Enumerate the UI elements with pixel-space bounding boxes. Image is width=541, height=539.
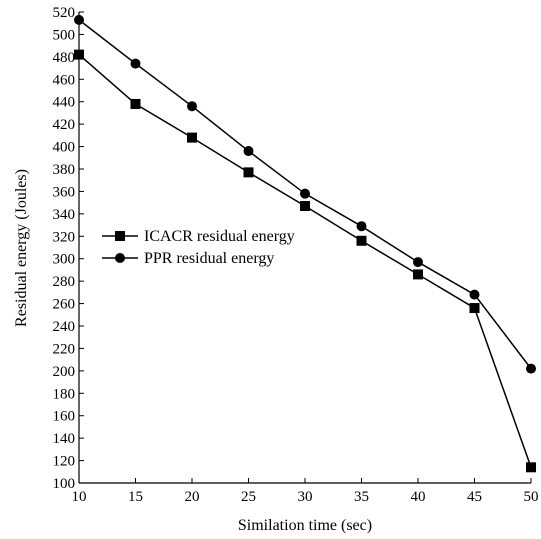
data-point-ppr: [74, 14, 84, 25]
x-tick-label: 35: [354, 489, 369, 505]
x-tick-label: 40: [411, 489, 426, 505]
data-point-icacr: [469, 303, 480, 314]
data-point-icacr: [413, 269, 423, 280]
data-point-ppr: [413, 257, 423, 268]
x-tick-label: 30: [298, 489, 313, 505]
data-point-icacr: [356, 235, 367, 246]
data-point-ppr: [187, 101, 197, 112]
y-tick-label: 300: [53, 252, 76, 268]
y-tick-label: 140: [53, 431, 76, 447]
legend: ICACR residual energy PPR residual energ…: [102, 228, 295, 267]
legend-marker-square: [115, 231, 125, 241]
data-point-ppr: [243, 146, 254, 157]
y-tick-label: 460: [53, 72, 76, 88]
y-tick-label: 440: [53, 95, 76, 111]
y-tick-label: 220: [53, 341, 76, 357]
y-tick-label: 260: [53, 297, 76, 313]
y-tick-label: 380: [53, 162, 76, 178]
y-tick-label: 280: [53, 274, 76, 290]
y-tick-label: 520: [53, 5, 76, 21]
y-tick-label: 200: [53, 364, 76, 380]
data-point-icacr: [187, 132, 197, 143]
x-tick-label: 50: [524, 489, 539, 505]
data-point-icacr: [526, 462, 536, 473]
legend-label-ppr: PPR residual energy: [144, 250, 274, 267]
x-tick-label: 45: [467, 489, 482, 505]
y-tick-label: 100: [53, 476, 76, 492]
plot-area: [78, 12, 531, 484]
data-point-ppr: [526, 363, 536, 374]
legend-label-icacr: ICACR residual energy: [144, 228, 295, 245]
y-tick-label: 420: [53, 117, 76, 133]
data-point-icacr: [130, 98, 141, 109]
y-tick-label: 240: [53, 319, 76, 335]
y-tick-label: 180: [53, 386, 76, 402]
y-tick-label: 400: [53, 140, 76, 156]
x-tick-label: 10: [72, 489, 87, 505]
y-tick-label: 160: [53, 409, 76, 425]
data-point-ppr: [469, 289, 480, 300]
data-point-ppr: [356, 221, 367, 232]
y-tick-label: 480: [53, 50, 76, 66]
data-point-ppr: [130, 58, 141, 69]
legend-marker-circle: [115, 253, 125, 263]
y-axis-title: Residual energy (Joules): [13, 169, 30, 327]
y-tick-label: 120: [53, 454, 76, 470]
data-point-ppr: [300, 188, 310, 199]
y-tick-label: 340: [53, 207, 76, 223]
y-axis-ticks: 100 120 140 160 180 200 220 240 260 280 300 320 340 3…: [53, 5, 84, 492]
x-tick-label: 25: [241, 489, 256, 505]
x-tick-label: 20: [185, 489, 200, 505]
y-tick-label: 320: [53, 229, 76, 245]
data-point-icacr: [74, 49, 84, 60]
y-tick-label: 360: [53, 184, 76, 200]
x-axis-ticks: 10 15 20 25 30 35 40 45 50: [72, 478, 539, 505]
x-tick-label: 15: [128, 489, 143, 505]
legend-entry-ppr: PPR residual energy: [102, 250, 274, 267]
series-layer: [74, 14, 536, 473]
x-axis-title: Similation time (sec): [238, 517, 372, 534]
data-point-icacr: [300, 201, 310, 212]
y-tick-label: 500: [53, 27, 76, 43]
legend-entry-icacr: ICACR residual energy: [102, 228, 295, 245]
data-point-icacr: [243, 167, 254, 178]
